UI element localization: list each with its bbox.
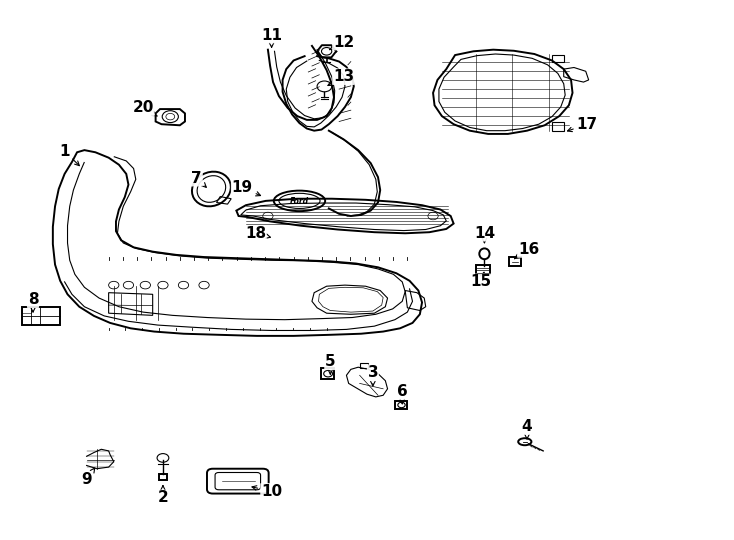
- Text: 19: 19: [232, 180, 261, 196]
- Text: 6: 6: [397, 384, 407, 404]
- Text: 16: 16: [515, 242, 539, 259]
- Text: 13: 13: [328, 69, 354, 85]
- Text: 1: 1: [59, 144, 79, 166]
- Text: 11: 11: [261, 28, 282, 48]
- Text: 5: 5: [325, 354, 335, 374]
- Text: 9: 9: [81, 468, 95, 487]
- Text: 7: 7: [192, 171, 206, 187]
- Text: 17: 17: [567, 117, 597, 132]
- Text: 10: 10: [252, 484, 282, 499]
- Text: 18: 18: [245, 226, 270, 241]
- Text: Ford: Ford: [290, 197, 309, 206]
- Text: 2: 2: [158, 485, 168, 505]
- Text: 12: 12: [330, 35, 354, 50]
- Text: 8: 8: [28, 292, 38, 312]
- Text: 4: 4: [522, 419, 532, 439]
- Text: 20: 20: [132, 100, 157, 116]
- Text: 14: 14: [474, 226, 495, 243]
- Text: 15: 15: [470, 272, 491, 289]
- Text: 3: 3: [368, 365, 378, 386]
